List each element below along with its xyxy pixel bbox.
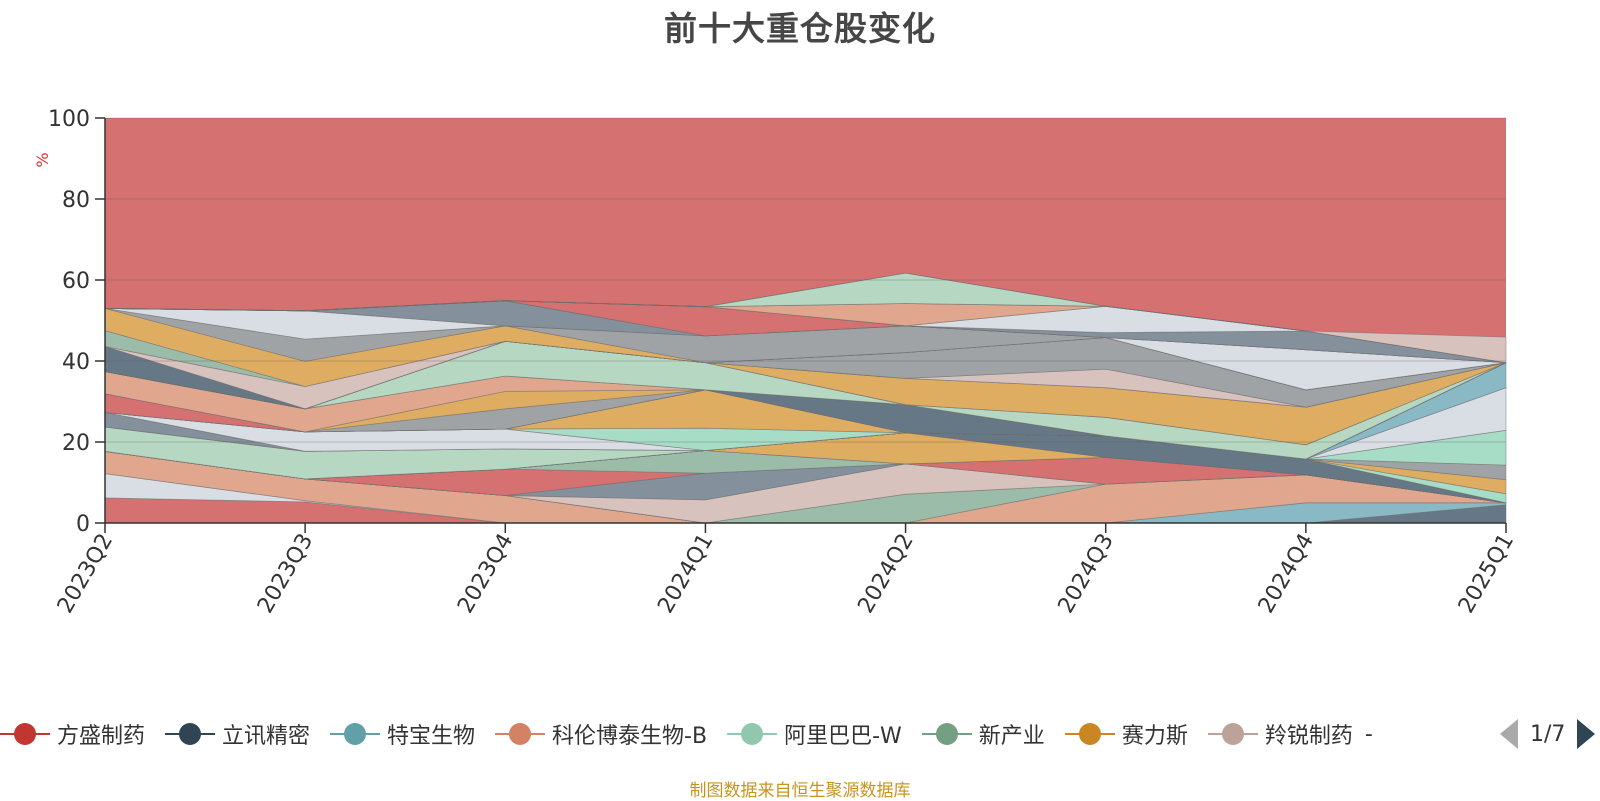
legend-marker-icon: [1207, 722, 1258, 746]
grid-lines: [105, 117, 1506, 524]
legend-more-indicator: -: [1364, 721, 1373, 747]
legend-item[interactable]: 阿里巴巴-W: [727, 718, 902, 750]
legend-label: 特宝生物: [387, 724, 476, 749]
legend-prev-page-icon[interactable]: [1500, 719, 1518, 749]
x-tick-label: 2024Q1: [653, 530, 718, 618]
legend-marker-icon: [330, 722, 381, 746]
legend-marker-icon: [1064, 722, 1115, 746]
legend-next-page-icon[interactable]: [1577, 719, 1596, 749]
legend-label: 赛力斯: [1121, 724, 1188, 749]
y-tick-label: 100: [48, 107, 90, 132]
x-tick-label: 2023Q4: [453, 530, 518, 618]
legend-label: 科伦博泰生物-B: [552, 724, 708, 749]
area-band-58: [104, 272, 1507, 364]
x-tick-label: 2024Q4: [1254, 530, 1319, 618]
y-axis-label: %: [33, 152, 52, 167]
legend-pager: 1/7: [1500, 716, 1596, 752]
x-tick-label: 2025Q1: [1454, 530, 1519, 618]
legend-label: 新产业: [978, 724, 1045, 749]
legend-item[interactable]: 科伦博泰生物-B: [495, 718, 707, 750]
y-tick-label: 0: [76, 512, 90, 537]
y-tick-label: 60: [62, 269, 90, 294]
legend-marker-icon: [727, 722, 778, 746]
x-tick-label: 2024Q2: [853, 530, 918, 618]
legend-label: 阿里巴巴-W: [784, 724, 902, 749]
y-tick-label: 40: [62, 350, 90, 375]
legend-item[interactable]: 新产业: [921, 718, 1045, 750]
legend-item[interactable]: 立讯精密: [165, 718, 310, 750]
legend-item[interactable]: 羚锐制药: [1207, 718, 1353, 750]
legend-label: 方盛制药: [57, 724, 146, 749]
legend-marker-icon: [495, 722, 546, 746]
y-tick-label: 80: [62, 188, 90, 213]
stacked-areas: [104, 118, 1507, 524]
x-tick-label: 2024Q3: [1054, 530, 1119, 618]
legend: 方盛制药 立讯精密 特宝生物 科伦博泰生物-B 阿里巴巴-W 新产业 赛力斯 羚锐制药 -: [0, 716, 1391, 752]
legend-marker-icon: [165, 722, 216, 746]
x-tick-label: 2023Q2: [53, 530, 118, 618]
x-tick-label: 2023Q3: [253, 530, 318, 618]
data-source-note: 制图数据来自恒生聚源数据库: [689, 781, 911, 801]
legend-label: 立讯精密: [222, 724, 311, 749]
legend-page-indicator: 1/7: [1530, 721, 1566, 747]
legend-label: 羚锐制药: [1264, 724, 1353, 749]
legend-marker-icon: [921, 722, 972, 746]
legend-item[interactable]: 赛力斯: [1064, 718, 1188, 750]
legend-item[interactable]: 方盛制药: [0, 718, 145, 750]
chart-title: 前十大重仓股变化: [664, 9, 936, 48]
y-tick-label: 20: [62, 431, 90, 456]
legend-item[interactable]: 特宝生物: [330, 718, 475, 750]
legend-marker-icon: [0, 722, 50, 746]
